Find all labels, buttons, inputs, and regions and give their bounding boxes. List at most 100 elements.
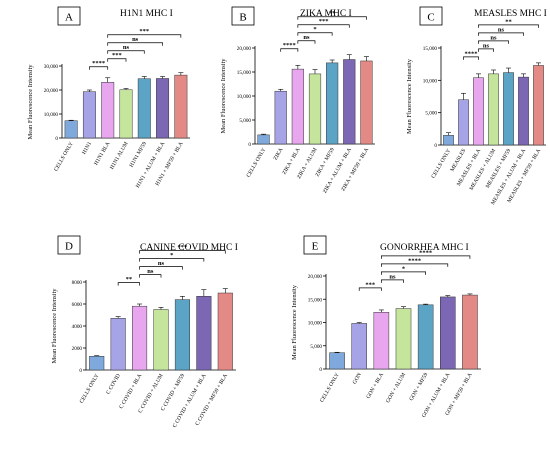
- panel-label: B: [239, 12, 246, 24]
- chart-title: H1N1 MHC I: [120, 9, 173, 19]
- bar: [291, 68, 304, 145]
- panel-label-box: [57, 235, 81, 255]
- panel-e: E GONORRHEA MHC I 0 5,000 10,000 15,000 20,000…: [291, 235, 481, 419]
- bar: [343, 59, 356, 145]
- y-tick-label: 15,000: [423, 46, 438, 52]
- category-label: H1N1 MF59: [129, 141, 148, 169]
- bar: [533, 65, 544, 146]
- bar: [196, 296, 212, 371]
- significance-bracket: [139, 250, 226, 254]
- significance-label: ***: [178, 244, 188, 251]
- significance-label: ns: [158, 260, 165, 267]
- y-axis-label: Mean Fluorescence Intensity: [220, 58, 227, 134]
- significance-bracket: [139, 266, 183, 270]
- significance-label: *: [170, 252, 173, 259]
- panel-d: D CANINE COVID MHC I 0 2000 4000 6000 8000 Mean…: [51, 235, 238, 429]
- significance-label: ns: [483, 42, 490, 49]
- panel-label-box: [57, 6, 81, 26]
- category-label: CELLS ONLY: [53, 141, 75, 173]
- significance-label: ****: [92, 60, 105, 67]
- chart-title: CANINE COVID MHC I: [140, 243, 238, 253]
- y-tick-label: 2000: [72, 346, 83, 352]
- category-label: GON: [352, 372, 363, 385]
- panel-label: A: [65, 12, 73, 24]
- y-axis-label: Mean Fluorescence Intensity: [27, 64, 34, 140]
- significance-label: **: [505, 18, 512, 25]
- significance-bracket: [107, 34, 182, 38]
- panel-label-box: [231, 6, 255, 26]
- significance-bracket: [297, 40, 316, 44]
- significance-label: ns: [498, 26, 505, 33]
- y-tick-label: 10,000: [423, 78, 438, 84]
- significance-bracket: [478, 40, 509, 44]
- significance-bracket: [358, 287, 382, 291]
- bar: [257, 134, 270, 145]
- bar: [153, 309, 169, 371]
- bar: [395, 308, 412, 370]
- bar: [417, 304, 434, 370]
- significance-label: **: [329, 10, 336, 17]
- category-label: CELLS ONLY: [431, 148, 453, 180]
- significance-bracket: [478, 32, 524, 36]
- significance-bracket: [297, 16, 367, 20]
- y-tick-label: 15,000: [237, 70, 252, 76]
- panel-a: A H1N1 MHC I 0 10,000 20,000 30,000 Mean Fluor…: [27, 6, 190, 189]
- panel-label: E: [312, 241, 319, 253]
- significance-label: ***: [139, 28, 149, 35]
- bar: [488, 73, 499, 146]
- category-label: GON + MF59: [409, 372, 430, 402]
- y-tick-label: 0: [55, 136, 58, 142]
- category-label: CELLS ONLY: [246, 147, 268, 179]
- significance-bracket: [381, 279, 404, 283]
- bar: [329, 352, 345, 370]
- bar: [82, 91, 96, 139]
- significance-label: **: [126, 276, 133, 283]
- panel-label-box: [303, 235, 327, 255]
- category-label: C COVID + BLA: [118, 373, 143, 410]
- bar: [518, 76, 529, 146]
- significance-label: ns: [147, 268, 154, 275]
- significance-bracket: [89, 66, 109, 70]
- significance-label: *: [402, 265, 405, 272]
- bar: [110, 318, 126, 371]
- significance-bracket: [107, 42, 163, 46]
- category-label: GON + BLA: [366, 372, 386, 400]
- y-tick-label: 20,000: [308, 274, 323, 280]
- significance-bracket: [478, 48, 494, 52]
- y-axis-label: Mean Fluorescence Intensity: [406, 58, 413, 134]
- bar: [274, 90, 287, 145]
- bar: [458, 99, 469, 146]
- y-tick-label: 20,000: [44, 88, 59, 94]
- significance-label: ns: [389, 273, 396, 280]
- bar: [326, 62, 339, 145]
- significance-bracket: [381, 271, 426, 275]
- category-label: C COVID: [105, 373, 121, 395]
- significance-bracket: [107, 50, 145, 54]
- bar: [132, 305, 148, 371]
- significance-label: ****: [465, 50, 478, 57]
- bar: [137, 78, 151, 139]
- y-tick-label: 8000: [72, 280, 83, 286]
- category-label: H1N1 BLA: [93, 141, 111, 166]
- y-tick-label: 4000: [72, 324, 83, 330]
- significance-label: ns: [123, 44, 130, 51]
- significance-bracket: [297, 32, 333, 36]
- significance-bracket: [139, 274, 162, 278]
- y-tick-label: 15,000: [308, 297, 323, 303]
- y-tick-label: 0: [319, 367, 322, 373]
- significance-label: ***: [319, 18, 329, 25]
- significance-bracket: [463, 56, 479, 60]
- bar: [101, 82, 115, 139]
- significance-label: ***: [365, 281, 375, 288]
- significance-bracket: [297, 24, 350, 28]
- significance-bracket: [139, 258, 205, 262]
- significance-label: ****: [408, 257, 421, 264]
- bar: [473, 77, 484, 146]
- bar: [351, 323, 367, 370]
- significance-bracket: [381, 263, 449, 267]
- category-label: H1N1 ALUM: [109, 141, 130, 171]
- y-tick-label: 6000: [72, 302, 83, 308]
- y-tick-label: 10,000: [308, 321, 323, 327]
- bar: [174, 299, 190, 371]
- significance-label: ns: [303, 34, 310, 41]
